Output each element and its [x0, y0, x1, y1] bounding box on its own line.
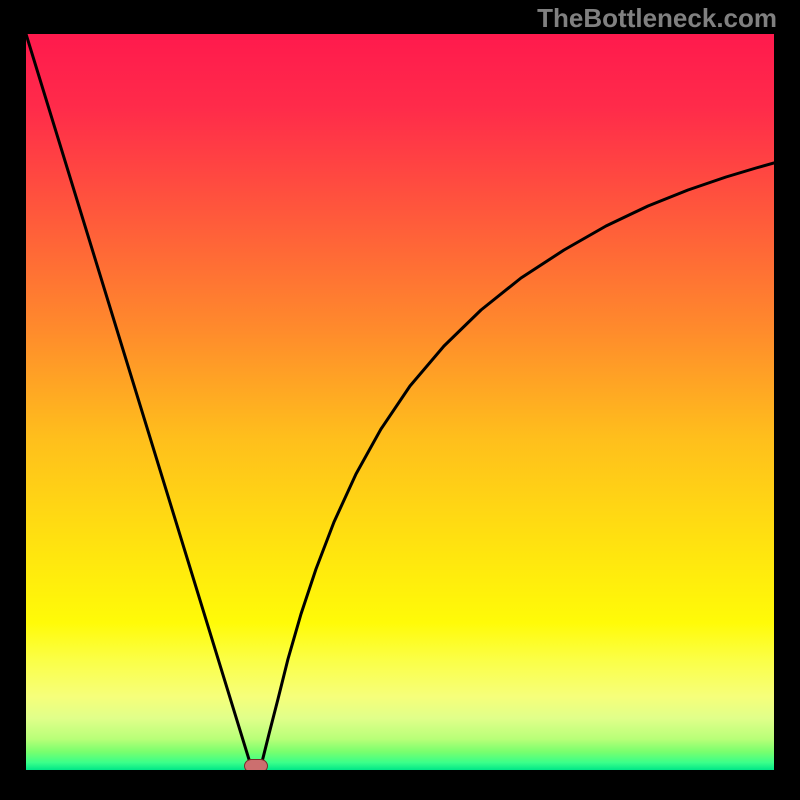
curve-right-branch	[261, 163, 774, 766]
curve-left-branch	[26, 34, 251, 766]
frame-left	[0, 0, 26, 800]
plot-area	[26, 34, 774, 770]
bottleneck-curve	[26, 34, 774, 770]
minimum-marker-pill	[245, 760, 268, 771]
watermark-text: TheBottleneck.com	[537, 3, 777, 34]
chart-stage: TheBottleneck.com	[0, 0, 800, 800]
minimum-marker	[244, 759, 268, 770]
frame-bottom	[0, 770, 800, 800]
frame-right	[774, 0, 800, 800]
